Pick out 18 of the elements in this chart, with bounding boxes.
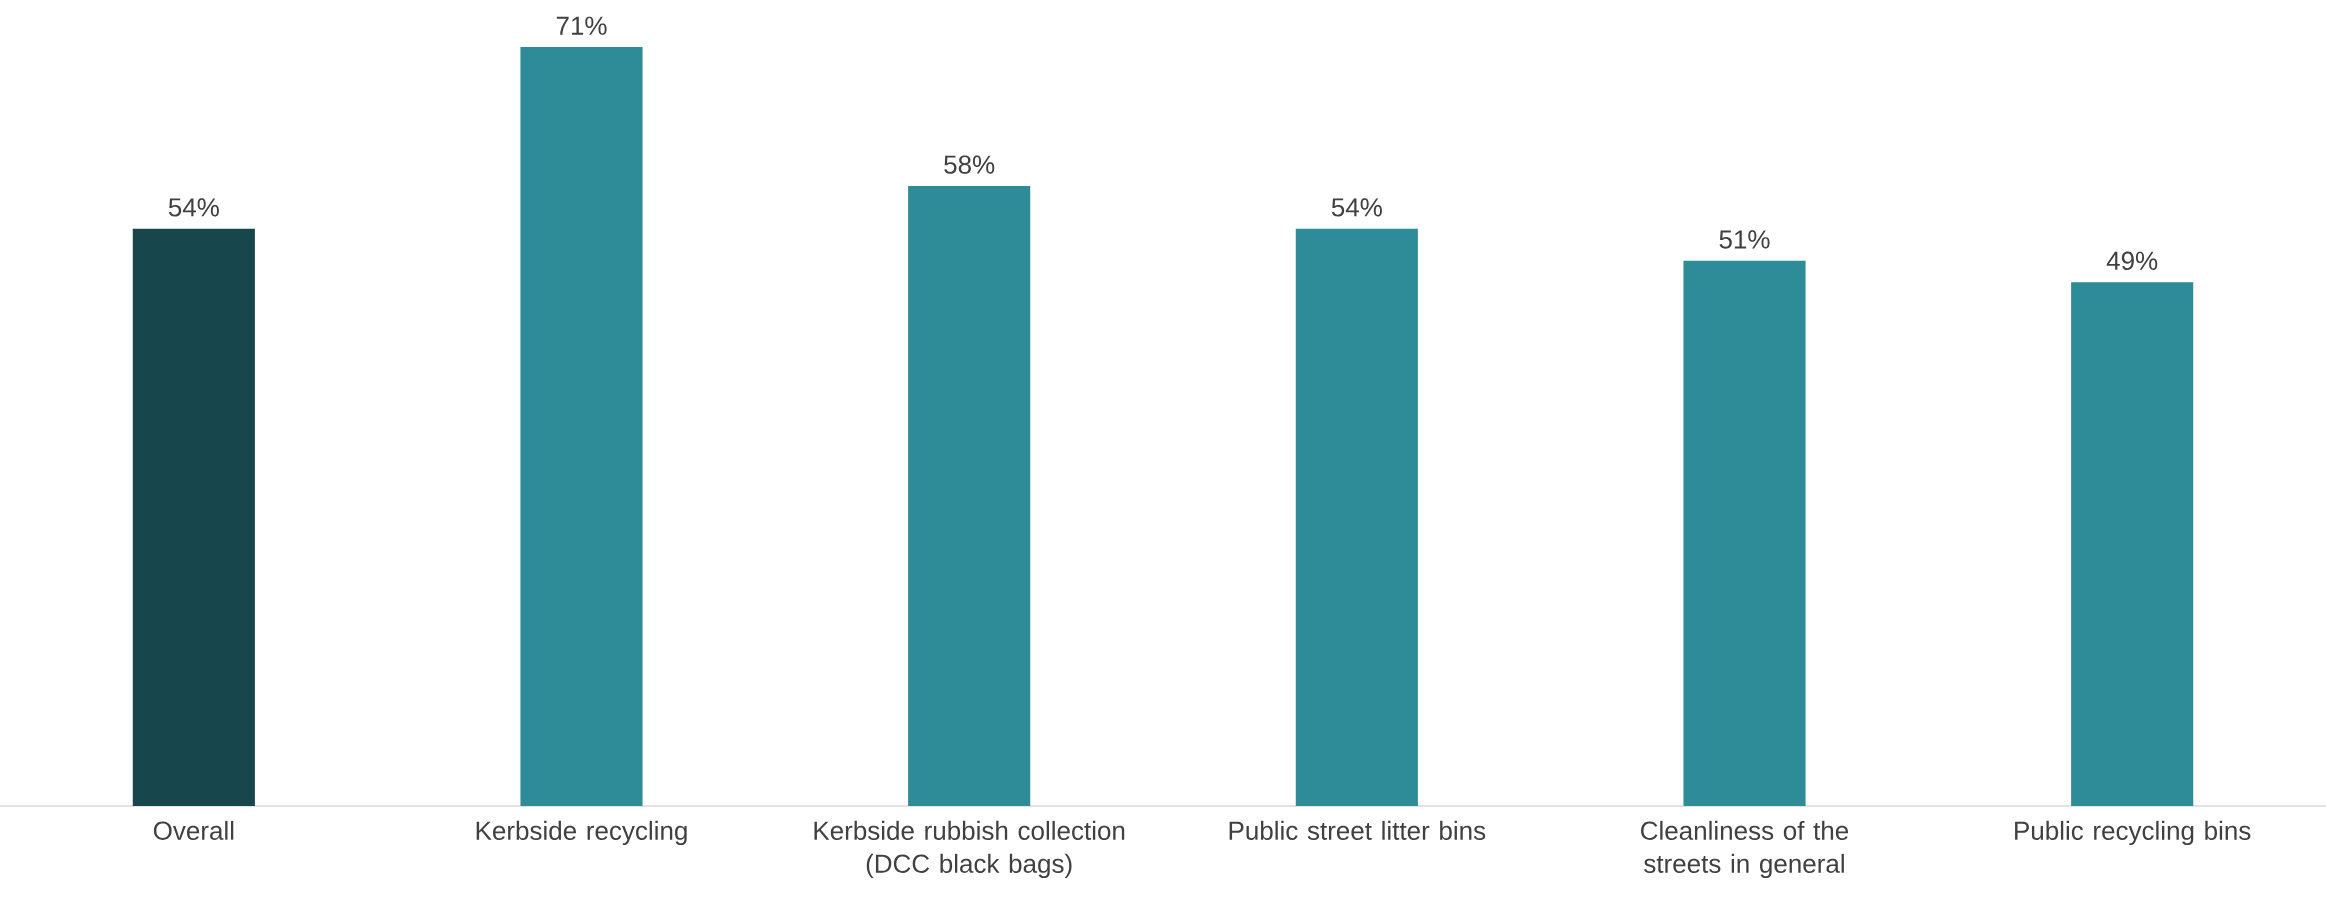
x-tick-label: Overall (153, 820, 234, 840)
x-tick-label: Kerbside recycling (476, 820, 687, 846)
data-label: 54% (1331, 198, 1382, 217)
bar (132, 228, 255, 806)
bar (1683, 260, 1806, 806)
bar (1295, 228, 1418, 806)
x-tick-label: Public street litter bins (1229, 820, 1486, 840)
x-tick-label: Public recycling bins (2015, 820, 2251, 846)
data-label: 54% (168, 198, 219, 217)
data-label: 49% (2106, 251, 2158, 271)
data-label: 71% (556, 16, 607, 35)
bar (2071, 282, 2194, 806)
data-label: 58% (944, 155, 995, 174)
x-tick-label: Kerbside rubbish collection (DCC black bags) (814, 820, 1125, 879)
data-label: 51% (1719, 230, 1770, 249)
bar (908, 186, 1031, 806)
bar (520, 47, 643, 806)
x-tick-label: Cleanliness of the streets in general (1641, 820, 1849, 879)
